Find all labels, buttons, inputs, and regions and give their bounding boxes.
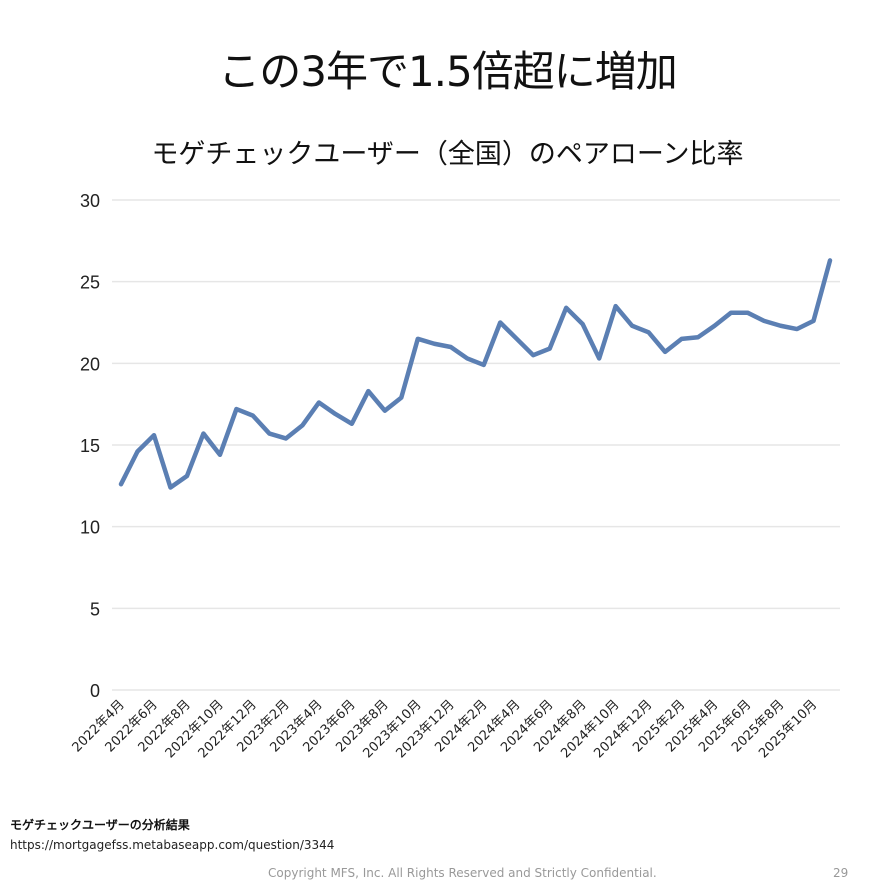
data-point (747, 312, 749, 314)
data-point (136, 451, 138, 453)
data-point (433, 343, 435, 345)
copyright: Copyright MFS, Inc. All Rights Reserved … (268, 866, 657, 880)
data-point (367, 390, 369, 392)
data-point (301, 424, 303, 426)
slide-title: この3年で1.5倍超に増加 (218, 47, 678, 96)
data-point (697, 336, 699, 338)
data-point (648, 331, 650, 333)
y-tick-label: 20 (80, 354, 100, 374)
chart-title: モゲチェックユーザー（全国）のペアローン比率 (151, 139, 744, 170)
data-point (120, 483, 122, 485)
y-tick-label: 30 (80, 191, 100, 211)
data-point (516, 338, 518, 340)
data-point (202, 433, 204, 435)
data-point (615, 305, 617, 307)
data-point (763, 320, 765, 322)
data-point (169, 486, 171, 488)
data-point (268, 433, 270, 435)
source-label: モゲチェックユーザーの分析結果 (10, 818, 190, 832)
page-number: 29 (833, 866, 849, 880)
y-tick-label: 25 (80, 273, 100, 293)
data-point (351, 423, 353, 425)
data-point (252, 415, 254, 417)
data-point (186, 475, 188, 477)
data-point (829, 259, 831, 261)
data-point (582, 323, 584, 325)
data-point (219, 454, 221, 456)
source-url[interactable]: https://mortgagefss.metabaseapp.com/ques… (10, 838, 335, 852)
data-point (384, 410, 386, 412)
data-point (285, 437, 287, 439)
data-point (466, 357, 468, 359)
data-point (318, 402, 320, 404)
data-point (730, 312, 732, 314)
data-point (598, 357, 600, 359)
data-point (417, 338, 419, 340)
y-tick-label: 5 (90, 599, 100, 619)
y-tick-label: 10 (80, 518, 100, 538)
data-point (631, 325, 633, 327)
data-point (681, 338, 683, 340)
data-point (400, 397, 402, 399)
data-point (532, 354, 534, 356)
y-tick-label: 15 (80, 436, 100, 456)
data-point (450, 346, 452, 348)
series-line (118, 258, 833, 490)
data-point (714, 325, 716, 327)
data-point (664, 351, 666, 353)
data-point (796, 328, 798, 330)
data-point (780, 325, 782, 327)
data-point (483, 364, 485, 366)
data-point (334, 413, 336, 415)
data-point (235, 408, 237, 410)
data-point (153, 434, 155, 436)
data-point (813, 320, 815, 322)
data-point (565, 307, 567, 309)
data-point (549, 348, 551, 350)
data-point (499, 322, 501, 323)
y-tick-label: 0 (90, 681, 100, 701)
